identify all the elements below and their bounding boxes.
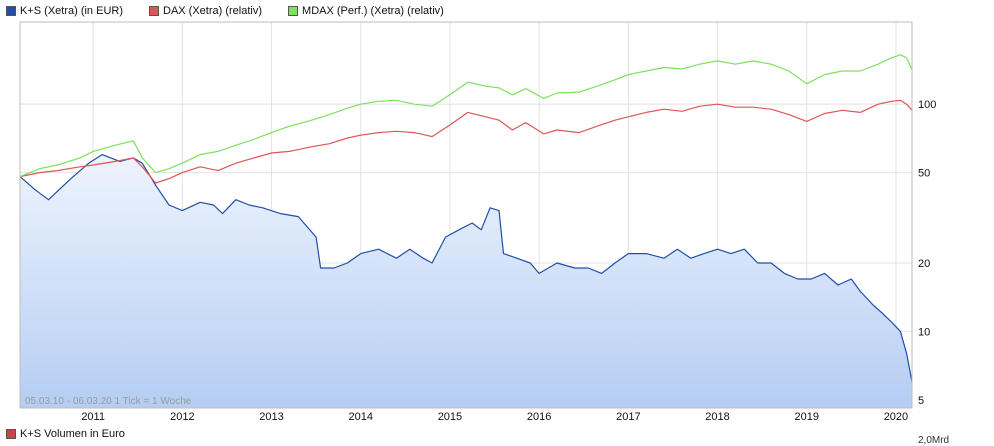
legend-swatch-mdax [288, 6, 299, 16]
y-tick-label: 20 [918, 258, 930, 270]
date-range-footnote: 05.03.10 - 06.03.20 1 Tick = 1 Woche [25, 396, 192, 407]
y-tick-label: 5 [918, 395, 924, 407]
series-area-0 [20, 154, 912, 408]
legend-label-mdax: MDAX (Perf.) (Xetra) (relativ) [302, 5, 444, 17]
x-tick-label: 2020 [884, 411, 908, 423]
series-line-1[interactable] [19, 99, 913, 184]
plot-frame [19, 21, 913, 409]
legend-label-dax: DAX (Xetra) (relativ) [163, 5, 263, 17]
x-tick-label: 2016 [527, 411, 551, 423]
series-lines [19, 54, 913, 382]
x-tick-label: 2013 [259, 411, 283, 423]
volume-legend[interactable]: K+S Volumen in Euro [6, 428, 125, 440]
y-tick-label: 100 [918, 99, 936, 111]
x-tick-label: 2015 [438, 411, 462, 423]
volume-legend-swatch [6, 429, 16, 439]
chart-legend: K+S (Xetra) (in EUR) DAX (Xetra) (relati… [6, 5, 444, 17]
legend-item-ks[interactable]: K+S (Xetra) (in EUR) [6, 5, 123, 17]
volume-legend-label: K+S Volumen in Euro [20, 428, 125, 440]
volume-axis-tick: 2,0Mrd [918, 435, 950, 446]
x-tick-label: 2011 [81, 411, 105, 423]
area-layer [20, 154, 912, 408]
legend-item-dax[interactable]: DAX (Xetra) (relativ) [149, 5, 262, 17]
y-tick-label: 50 [918, 168, 930, 180]
x-tick-label: 2012 [170, 411, 194, 423]
y-axis: 5 10 20 50 100 [918, 99, 936, 407]
series-line-0[interactable] [19, 154, 913, 382]
series-line-2[interactable] [19, 54, 913, 178]
x-tick-label: 2019 [795, 411, 819, 423]
x-tick-label: 2018 [705, 411, 729, 423]
legend-swatch-dax [149, 6, 159, 16]
legend-label-ks: K+S (Xetra) (in EUR) [20, 5, 123, 17]
x-axis: 2011 2012 2013 2014 2015 2016 2017 2018 2019 2020 [81, 411, 908, 423]
y-tick-label: 10 [918, 326, 930, 338]
legend-item-mdax[interactable]: MDAX (Perf.) (Xetra) (relativ) [288, 5, 444, 17]
x-tick-label: 2017 [616, 411, 640, 423]
x-tick-label: 2014 [349, 411, 373, 423]
legend-swatch-ks [6, 6, 16, 16]
